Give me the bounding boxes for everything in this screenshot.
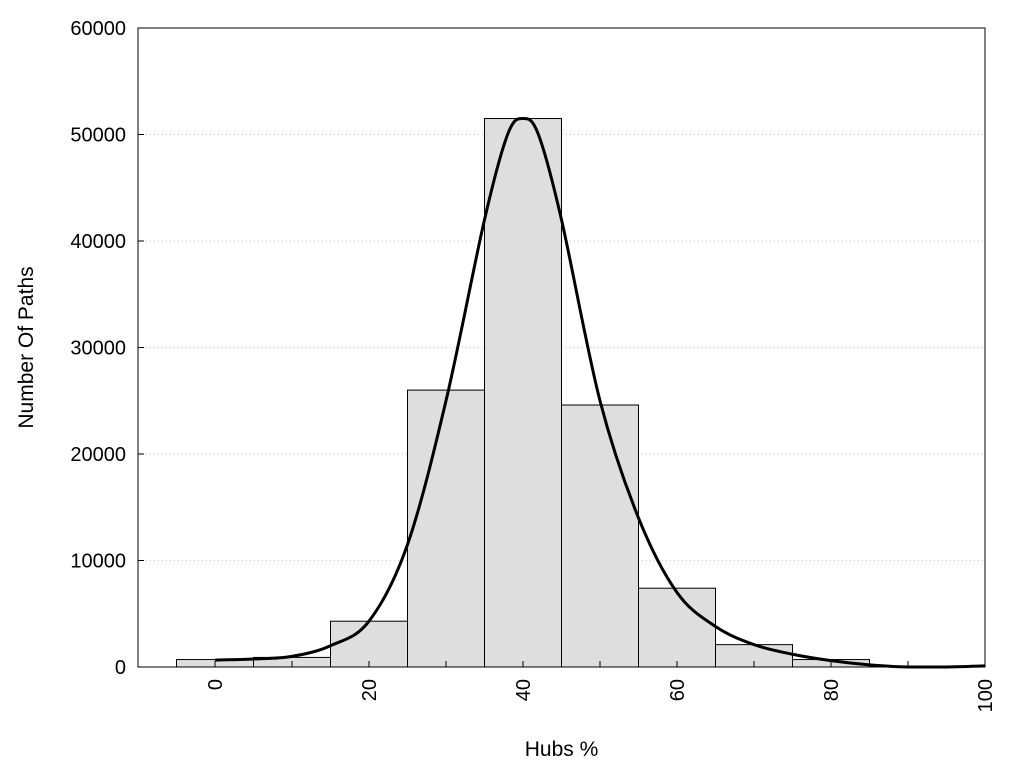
histogram-bars bbox=[176, 118, 870, 668]
y-tick-label: 30000 bbox=[70, 338, 126, 360]
x-tick-label: 20 bbox=[359, 679, 381, 701]
y-tick-label: 40000 bbox=[70, 231, 126, 253]
y-tick-label: 10000 bbox=[70, 551, 126, 573]
x-tick-label: 80 bbox=[821, 679, 843, 701]
histogram-bar bbox=[330, 620, 408, 668]
y-tick-label: 20000 bbox=[70, 444, 126, 466]
histogram-bar bbox=[407, 389, 485, 668]
y-tick-label: 0 bbox=[115, 657, 126, 679]
histogram-bar bbox=[638, 587, 716, 668]
y-tick-label: 60000 bbox=[70, 18, 126, 40]
x-tick-label: 60 bbox=[667, 679, 689, 701]
x-tick-label: 100 bbox=[975, 679, 997, 712]
density-curve bbox=[214, 117, 986, 669]
x-tick-label: 40 bbox=[513, 679, 535, 701]
x-tick-label: 0 bbox=[205, 679, 227, 690]
histogram-bar bbox=[561, 404, 639, 668]
y-tick-label: 50000 bbox=[70, 125, 126, 147]
y-axis-ticks: 0 10000 20000 30000 40000 50000 60000 bbox=[70, 18, 144, 679]
density-curve-line bbox=[214, 117, 986, 669]
y-axis-label: Number Of Paths bbox=[15, 266, 38, 428]
x-axis-label: Hubs % bbox=[525, 738, 599, 761]
x-axis-ticks: 0 20 40 60 80 100 bbox=[205, 661, 997, 712]
histogram-bar bbox=[484, 118, 562, 668]
